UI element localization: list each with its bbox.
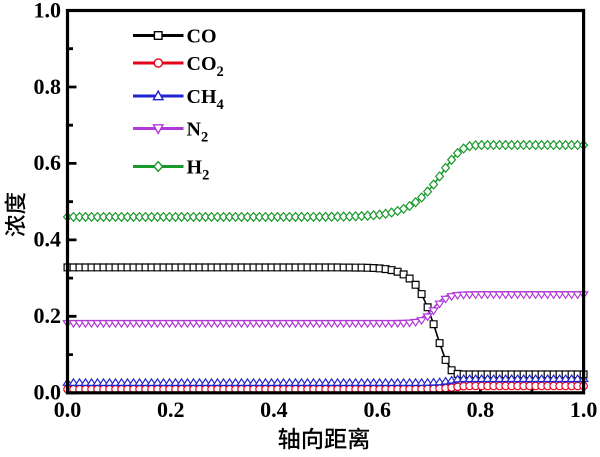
svg-text:0.2: 0.2 bbox=[34, 303, 62, 328]
svg-text:CO: CO bbox=[187, 25, 217, 47]
svg-text:0.4: 0.4 bbox=[260, 397, 288, 422]
svg-text:0.0: 0.0 bbox=[34, 380, 62, 405]
svg-text:0.4: 0.4 bbox=[34, 227, 62, 252]
svg-text:1.0: 1.0 bbox=[570, 397, 598, 422]
svg-text:0.0: 0.0 bbox=[54, 397, 82, 422]
svg-text:0.8: 0.8 bbox=[467, 397, 495, 422]
svg-text:0.6: 0.6 bbox=[34, 150, 62, 175]
svg-text:0.2: 0.2 bbox=[157, 397, 185, 422]
svg-text:0.6: 0.6 bbox=[363, 397, 391, 422]
svg-text:0.8: 0.8 bbox=[34, 74, 62, 99]
svg-text:1.0: 1.0 bbox=[34, 0, 62, 22]
